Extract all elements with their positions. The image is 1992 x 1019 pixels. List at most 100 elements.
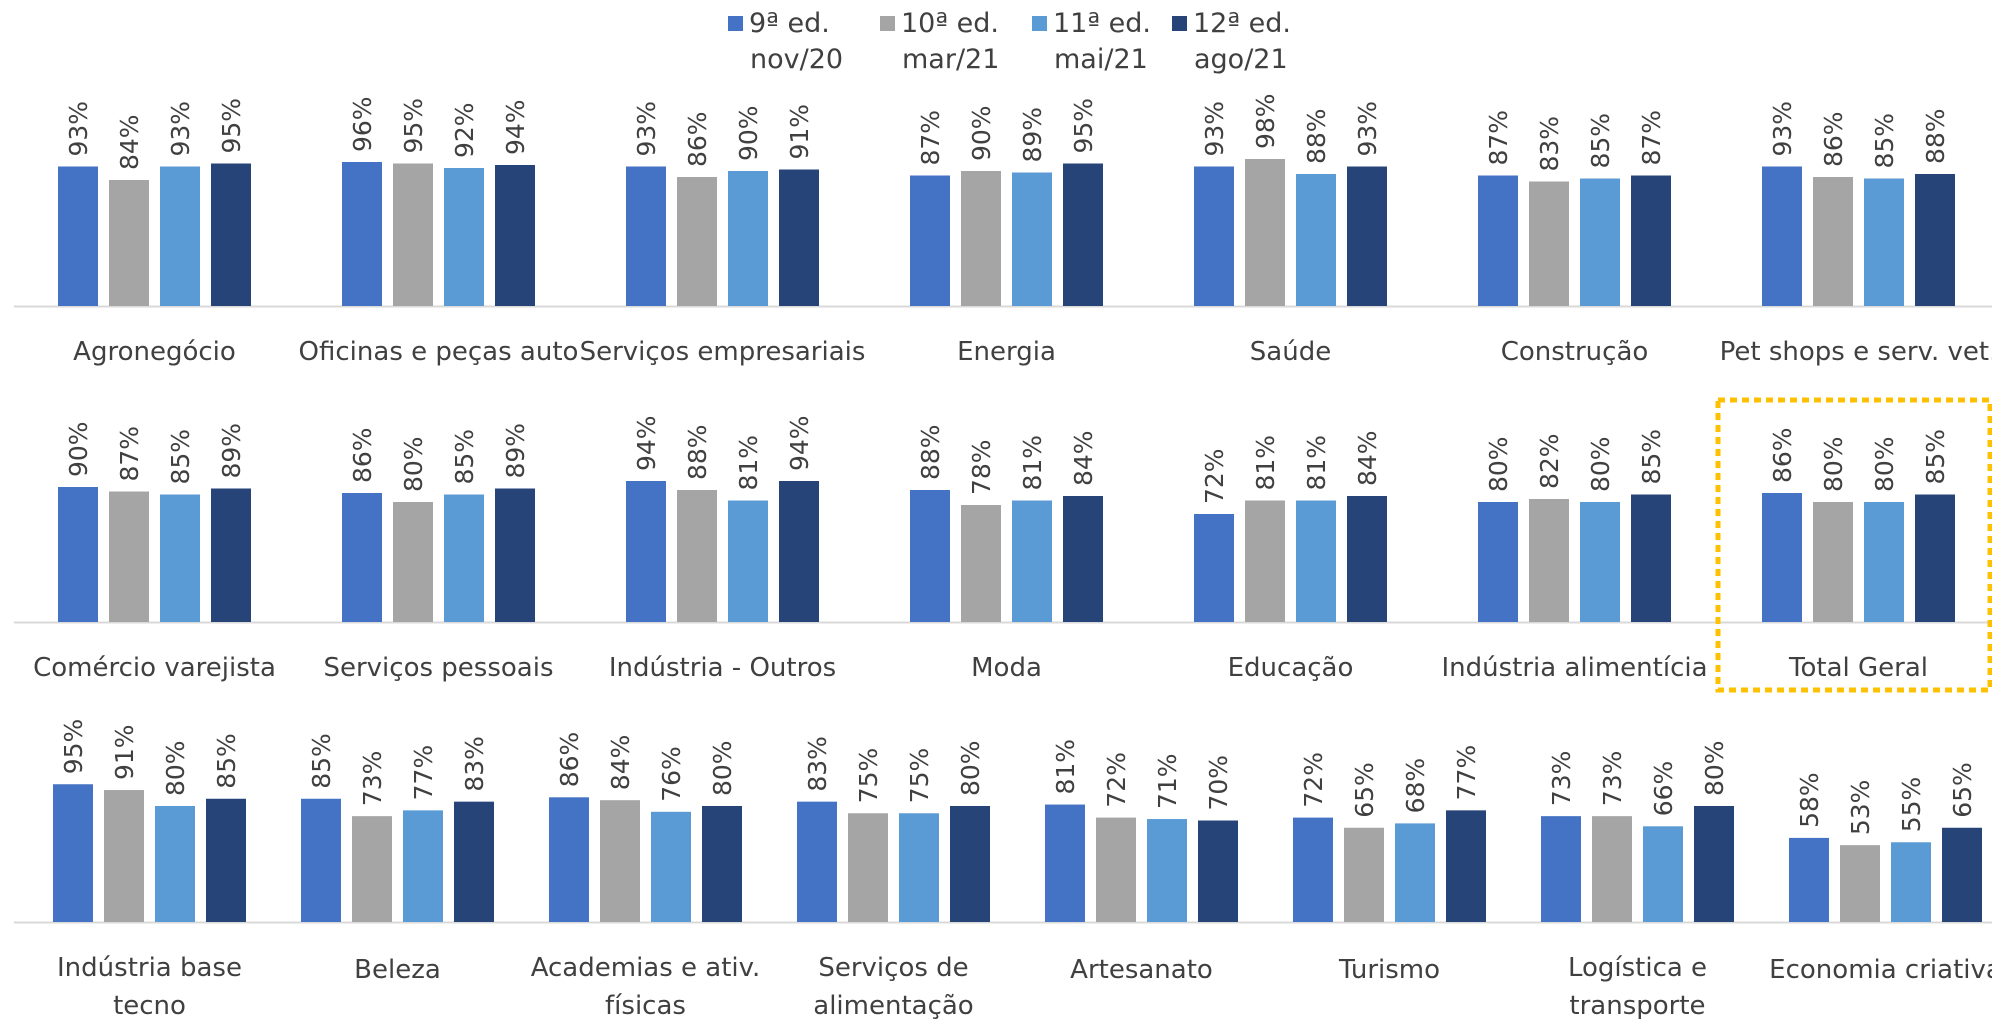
data-label: 84% bbox=[1069, 430, 1098, 486]
bar-servicos-pessoais-mai-21 bbox=[444, 494, 484, 622]
bar-total-geral-nov-20 bbox=[1762, 493, 1802, 622]
data-label: 95% bbox=[59, 719, 88, 775]
legend-series-date: ago/21 bbox=[1194, 44, 1288, 75]
bar-industria-alimenticia-mar-21 bbox=[1529, 499, 1569, 622]
highlight-box bbox=[1715, 397, 1992, 693]
bar-construcao-nov-20 bbox=[1478, 175, 1518, 306]
bar-beleza-mar-21 bbox=[352, 816, 392, 922]
data-label: 80% bbox=[956, 740, 985, 796]
legend-item: 10ª ed. mar/21 bbox=[880, 6, 1030, 78]
data-label: 73% bbox=[1598, 751, 1627, 807]
category-label: Serviços de bbox=[818, 953, 968, 983]
data-label: 75% bbox=[854, 748, 883, 804]
bar-servicos-de-alimentacao-mar-21 bbox=[848, 813, 888, 922]
bar-industria-base-tecno-mai-21 bbox=[155, 806, 195, 922]
bar-moda-nov-20 bbox=[910, 490, 950, 622]
data-label: 90% bbox=[967, 105, 996, 161]
data-label: 66% bbox=[1649, 761, 1678, 817]
data-label: 72% bbox=[1299, 752, 1328, 808]
bar-logistica-e-transporte-nov-20 bbox=[1541, 816, 1581, 922]
data-label: 85% bbox=[307, 733, 336, 789]
bar-economia-criativa-ago-21 bbox=[1942, 827, 1982, 922]
data-label: 88% bbox=[1921, 108, 1950, 164]
data-label: 80% bbox=[1700, 740, 1729, 796]
bar-logistica-e-transporte-ago-21 bbox=[1694, 806, 1734, 922]
bar-energia-ago-21 bbox=[1063, 163, 1103, 306]
data-label: 87% bbox=[115, 426, 144, 482]
bar-economia-criativa-nov-20 bbox=[1789, 837, 1829, 922]
data-label: 86% bbox=[1819, 111, 1848, 167]
data-label: 96% bbox=[348, 96, 377, 152]
data-label: 94% bbox=[501, 99, 530, 155]
category-label: Artesanato bbox=[1070, 955, 1213, 985]
bar-economia-criativa-mar-21 bbox=[1840, 845, 1880, 922]
data-label: 88% bbox=[683, 424, 712, 480]
bar-comercio-varejista-nov-20 bbox=[58, 487, 98, 622]
category-label: transporte bbox=[1569, 991, 1705, 1019]
category-label: Comércio varejista bbox=[33, 653, 276, 683]
data-label: 80% bbox=[399, 436, 428, 492]
data-label: 72% bbox=[1102, 752, 1131, 808]
data-label: 78% bbox=[967, 439, 996, 495]
bar-educacao-mai-21 bbox=[1296, 500, 1336, 622]
data-label: 95% bbox=[1069, 98, 1098, 154]
data-label: 86% bbox=[1768, 427, 1797, 483]
data-label: 93% bbox=[64, 101, 93, 157]
data-label: 76% bbox=[657, 746, 686, 802]
data-label: 81% bbox=[1051, 739, 1080, 795]
bar-oficinas-e-pecas-auto-ago-21 bbox=[495, 165, 535, 306]
bar-beleza-nov-20 bbox=[301, 798, 341, 922]
bar-construcao-mai-21 bbox=[1580, 178, 1620, 306]
category-label: físicas bbox=[605, 991, 686, 1019]
bar-energia-mai-21 bbox=[1012, 172, 1052, 306]
data-label: 93% bbox=[632, 101, 661, 157]
category-label: Total Geral bbox=[1788, 653, 1928, 683]
bar-pet-shops-e-serv-vet-mar-21 bbox=[1813, 177, 1853, 306]
category-label: Moda bbox=[971, 653, 1042, 683]
data-label: 82% bbox=[1535, 433, 1564, 489]
category-label: Serviços pessoais bbox=[323, 653, 553, 683]
data-label: 86% bbox=[683, 111, 712, 167]
data-label: 83% bbox=[460, 736, 489, 792]
bar-total-geral-ago-21 bbox=[1915, 494, 1955, 622]
category-label: Academias e ativ. bbox=[531, 953, 761, 983]
data-label: 85% bbox=[166, 429, 195, 485]
category-label: Pet shops e serv. vet. bbox=[1720, 337, 1992, 367]
bar-turismo-mar-21 bbox=[1344, 827, 1384, 922]
bar-servicos-de-alimentacao-mai-21 bbox=[899, 813, 939, 922]
data-label: 65% bbox=[1350, 762, 1379, 818]
data-label: 83% bbox=[1535, 116, 1564, 172]
data-label: 80% bbox=[1870, 436, 1899, 492]
bar-artesanato-mai-21 bbox=[1147, 819, 1187, 922]
bar-total-geral-mai-21 bbox=[1864, 502, 1904, 622]
data-label: 68% bbox=[1401, 758, 1430, 814]
legend: 9ª ed. nov/20 10ª ed. mar/21 11ª ed. mai/21 12… bbox=[0, 6, 1992, 86]
data-label: 77% bbox=[1452, 745, 1481, 801]
category-label: alimentação bbox=[813, 991, 973, 1019]
bar-beleza-mai-21 bbox=[403, 810, 443, 922]
data-label: 87% bbox=[1637, 110, 1666, 166]
data-label: 80% bbox=[1586, 436, 1615, 492]
bar-moda-ago-21 bbox=[1063, 496, 1103, 622]
bar-moda-mai-21 bbox=[1012, 500, 1052, 622]
bar-artesanato-ago-21 bbox=[1198, 820, 1238, 922]
bar-construcao-ago-21 bbox=[1631, 175, 1671, 306]
bar-servicos-pessoais-mar-21 bbox=[393, 502, 433, 622]
bar-servicos-empresariais-ago-21 bbox=[779, 169, 819, 306]
bar-academias-e-ativ-fisicas-mar-21 bbox=[600, 800, 640, 922]
bar-industria-outros-nov-20 bbox=[626, 481, 666, 622]
bar-comercio-varejista-mar-21 bbox=[109, 491, 149, 622]
legend-series-name: 11ª ed. bbox=[1053, 8, 1151, 39]
data-label: 95% bbox=[399, 98, 428, 154]
bar-turismo-mai-21 bbox=[1395, 823, 1435, 922]
data-label: 85% bbox=[1921, 429, 1950, 485]
category-label: Educação bbox=[1228, 653, 1354, 683]
legend-series-name: 12ª ed. bbox=[1193, 8, 1291, 39]
bar-economia-criativa-mai-21 bbox=[1891, 842, 1931, 922]
bar-beleza-ago-21 bbox=[454, 801, 494, 922]
data-label: 91% bbox=[785, 104, 814, 160]
bar-agronegocio-mar-21 bbox=[109, 180, 149, 306]
bar-academias-e-ativ-fisicas-ago-21 bbox=[702, 806, 742, 922]
data-label: 80% bbox=[1484, 436, 1513, 492]
